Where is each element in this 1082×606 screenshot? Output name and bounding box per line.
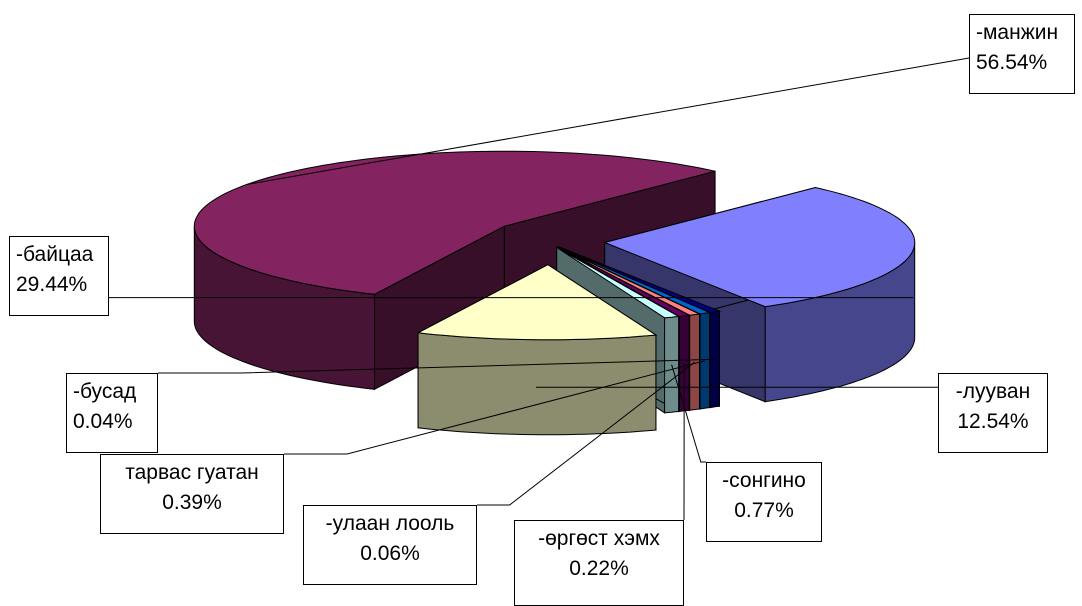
slice-name: -өргөст хэмх [538,527,660,550]
slice-label-manjin: -манжин 56.54% [969,14,1075,94]
slice-percent: 0.39% [162,491,222,514]
slice-name: тарвас гуатан [125,461,259,484]
slice-percent: 0.77% [734,499,794,522]
slice-5-side [699,312,711,410]
slice-name: -байцаа [16,243,94,266]
slice-label-ulaan-lool: -улаан лооль 0.06% [303,505,477,585]
slice-percent: 0.22% [569,557,629,580]
slice-label-songino: -сонгино 0.77% [706,462,822,542]
slice-name: -лууван [955,380,1031,403]
pie-sides [193,150,916,436]
slice-name: -сонгино [722,469,806,492]
slice-name: -бусад [73,380,137,403]
slice-name: -улаан лооль [325,512,455,535]
slice-label-baitsaa: -байцаа 29.44% [9,236,109,316]
slice-percent: 56.54% [976,51,1048,74]
slice-3-top [557,246,691,317]
leader-line-6 [158,358,715,374]
slice-percent: 0.04% [73,410,133,433]
leader-line-4 [477,361,695,506]
slice-7-top [603,186,916,308]
leader-line-0 [246,57,970,185]
slice-1-top [416,264,658,341]
leader-line-5 [284,360,705,455]
slice-name: -манжин [976,21,1059,44]
slice-percent: 29.44% [16,273,88,296]
slice-label-tarvas-guatan: тарвас гуатан 0.39% [100,454,284,534]
leader-lines [109,57,970,521]
slice-percent: 0.06% [360,542,420,565]
slice-label-urgust-khemkh: -өргөст хэмх 0.22% [514,520,684,606]
slice-2-side [664,315,680,414]
slice-2-top [556,247,681,319]
slice-label-luuvan: -лууван 12.54% [938,373,1048,453]
slice-label-busad: -бусад 0.04% [66,373,158,453]
slice-percent: 12.54% [957,410,1029,433]
leader-line-2 [671,364,706,463]
